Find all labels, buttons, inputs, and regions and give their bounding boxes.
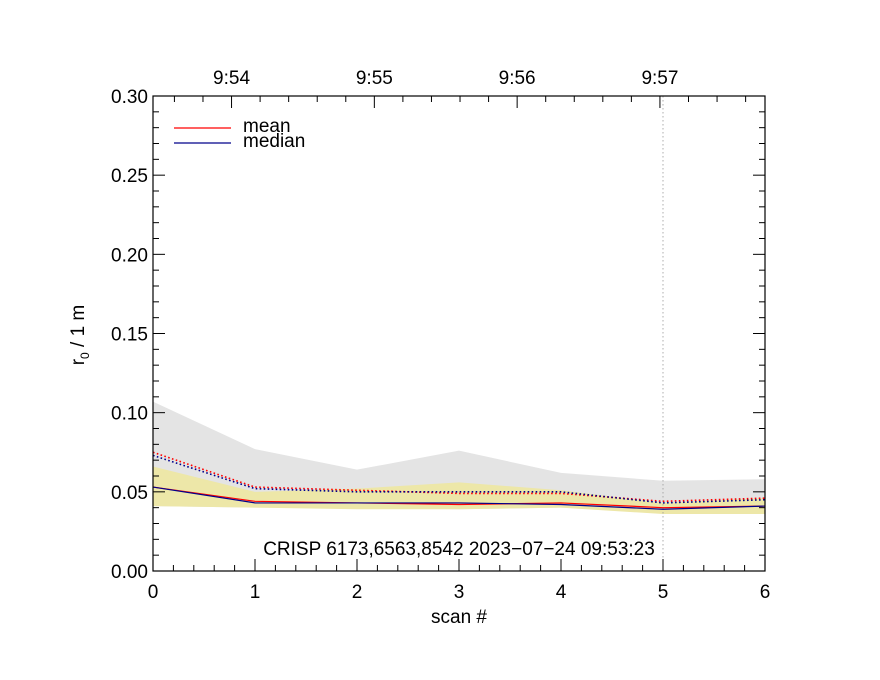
legend-label-median: median [243, 131, 305, 152]
tick-labels: 0 1 2 3 4 5 6 0.00 0.05 0.10 0.15 0.20 0.25 0.30 9:54 9… [111, 68, 770, 603]
y-tick-label: 0.10 [111, 404, 148, 425]
y-tick-label: 0.15 [111, 325, 148, 346]
y-axis-title-unit: / 1 m [68, 305, 89, 353]
y-tick-label: 0.25 [111, 166, 148, 187]
y-axis-title: r0 / 1 m [68, 305, 92, 366]
y-axis-title-base: r [68, 358, 89, 365]
series-line-mean [152, 486, 766, 509]
band-0 [153, 401, 765, 513]
top-tick-label: 9:56 [499, 68, 536, 89]
x-tick-label: 1 [250, 582, 261, 603]
series-line-dotted-2 [152, 451, 766, 503]
observation-annotation: CRISP 6173,6563,8542 2023−07−24 09:53:23 [263, 539, 655, 560]
x-tick-label: 0 [148, 582, 159, 603]
y-tick-label: 0.05 [111, 483, 148, 504]
y-tick-label: 0.30 [111, 87, 148, 108]
x-tick-label: 6 [760, 582, 771, 603]
legend-label-mean: mean [243, 116, 291, 137]
top-tick-label: 9:55 [356, 68, 393, 89]
y-tick-label: 0.20 [111, 245, 148, 266]
spread-bands [153, 401, 765, 514]
axis-ticks [152, 95, 766, 572]
top-tick-label: 9:57 [641, 68, 678, 89]
x-tick-label: 3 [454, 582, 465, 603]
y-axis-title-subscript: 0 [78, 352, 92, 359]
x-tick-label: 4 [556, 582, 567, 603]
top-tick-label: 9:54 [213, 68, 250, 89]
series-line-median [152, 486, 766, 510]
x-tick-label: 5 [658, 582, 669, 603]
y-tick-label: 0.00 [111, 562, 148, 583]
series-lines [152, 451, 766, 510]
x-tick-label: 2 [352, 582, 363, 603]
x-axis-title: scan # [431, 607, 487, 628]
